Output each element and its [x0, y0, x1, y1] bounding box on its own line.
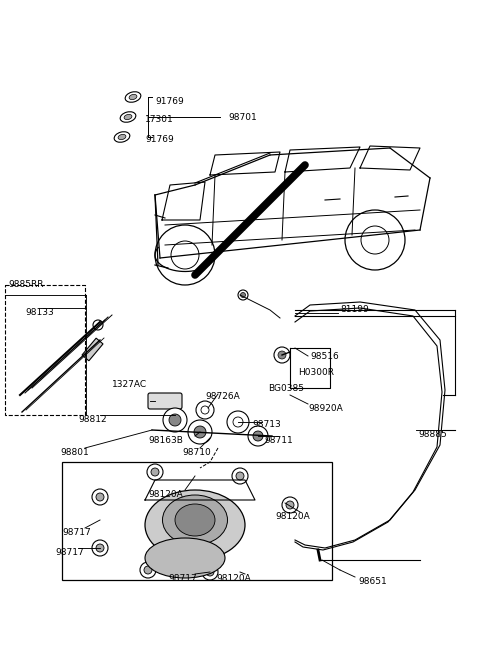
- Text: 98701: 98701: [228, 113, 257, 122]
- Text: 1327AC: 1327AC: [112, 380, 147, 389]
- Text: 91769: 91769: [155, 97, 184, 106]
- Text: 98516: 98516: [310, 352, 339, 361]
- Circle shape: [144, 566, 152, 574]
- Text: 98717: 98717: [55, 548, 84, 557]
- Circle shape: [147, 464, 163, 480]
- Circle shape: [188, 420, 212, 444]
- Text: 98120A: 98120A: [275, 512, 310, 521]
- Circle shape: [92, 489, 108, 505]
- Circle shape: [248, 426, 268, 446]
- Circle shape: [238, 290, 248, 300]
- Ellipse shape: [175, 504, 215, 536]
- Circle shape: [151, 468, 159, 476]
- Circle shape: [201, 406, 209, 414]
- Text: 98801: 98801: [60, 448, 89, 457]
- Circle shape: [196, 401, 214, 419]
- Text: 98651: 98651: [358, 577, 387, 586]
- FancyBboxPatch shape: [148, 393, 182, 409]
- Circle shape: [169, 414, 181, 426]
- Circle shape: [206, 568, 214, 576]
- Text: 17301: 17301: [145, 115, 174, 124]
- Text: 98711: 98711: [264, 436, 293, 445]
- Ellipse shape: [145, 490, 245, 560]
- Bar: [5, 285, 85, 415]
- Text: H0300R: H0300R: [298, 368, 334, 377]
- Text: 98133: 98133: [25, 308, 54, 317]
- Text: 98920A: 98920A: [308, 404, 343, 413]
- Text: 98713: 98713: [252, 420, 281, 429]
- Circle shape: [96, 493, 104, 501]
- Bar: [62, 462, 332, 580]
- Text: 98163B: 98163B: [148, 436, 183, 445]
- Circle shape: [96, 544, 104, 552]
- Circle shape: [232, 468, 248, 484]
- Circle shape: [236, 472, 244, 480]
- Bar: [82, 338, 103, 361]
- Text: 98120A: 98120A: [216, 574, 251, 583]
- Circle shape: [240, 293, 245, 298]
- Circle shape: [93, 320, 103, 330]
- Circle shape: [282, 497, 298, 513]
- Text: 98885: 98885: [418, 430, 447, 439]
- Text: 98812: 98812: [78, 415, 107, 424]
- Text: 98120A: 98120A: [148, 490, 183, 499]
- Ellipse shape: [145, 538, 225, 578]
- Text: 98710: 98710: [182, 448, 211, 457]
- Circle shape: [194, 426, 206, 438]
- Text: BG0385: BG0385: [268, 384, 304, 393]
- Circle shape: [163, 408, 187, 432]
- Text: 98726A: 98726A: [205, 392, 240, 401]
- Circle shape: [278, 351, 286, 359]
- Circle shape: [286, 501, 294, 509]
- Text: 91769: 91769: [145, 135, 174, 144]
- Ellipse shape: [129, 94, 137, 100]
- Text: 98717: 98717: [168, 574, 197, 583]
- Text: 98717: 98717: [62, 528, 91, 537]
- Circle shape: [202, 564, 218, 580]
- Ellipse shape: [124, 114, 132, 119]
- Circle shape: [92, 540, 108, 556]
- Circle shape: [253, 431, 263, 441]
- Circle shape: [233, 417, 243, 427]
- Ellipse shape: [118, 134, 126, 140]
- Text: 81199: 81199: [340, 305, 369, 314]
- Ellipse shape: [163, 495, 228, 545]
- Circle shape: [274, 347, 290, 363]
- Circle shape: [227, 411, 249, 433]
- Circle shape: [140, 562, 156, 578]
- Text: 9885RR: 9885RR: [8, 280, 44, 289]
